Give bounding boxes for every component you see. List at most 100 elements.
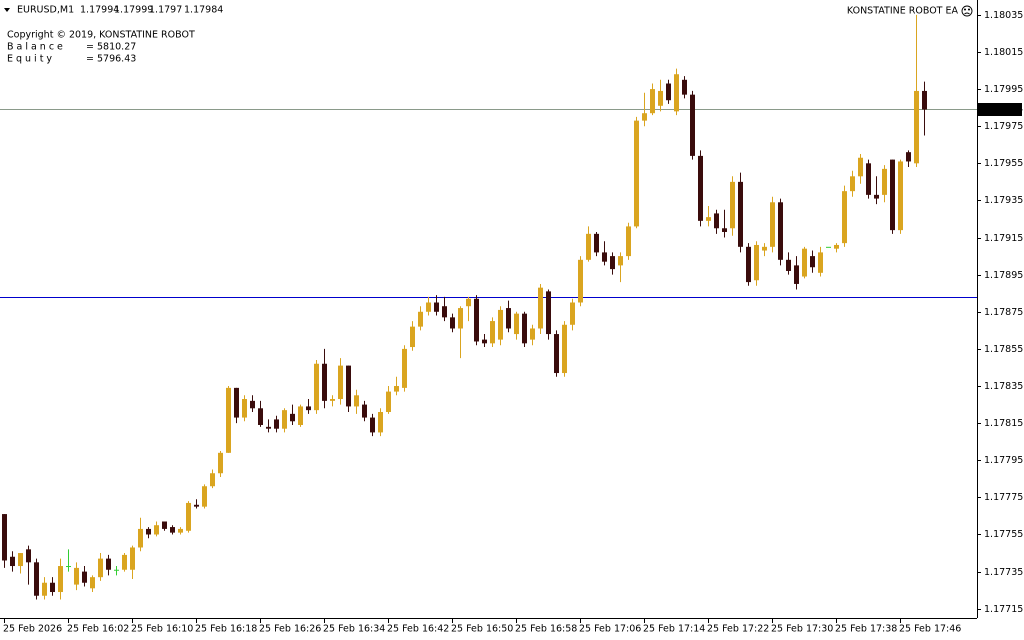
candle-body	[282, 410, 287, 429]
x-tick-label: 25 Feb 16:26	[259, 624, 321, 635]
copyright: Copyright © 2019, KONSTATINE ROBOT	[7, 30, 195, 41]
y-tick-label: 1.17955	[984, 158, 1023, 169]
candle-body	[538, 287, 543, 329]
ea-name: KONSTATINE ROBOT EA	[847, 6, 959, 17]
candle-body	[650, 89, 655, 114]
candle-body	[754, 244, 759, 281]
candle-body	[66, 566, 71, 568]
candle-body	[162, 521, 167, 529]
candle-body	[826, 246, 831, 248]
candle-body	[770, 202, 775, 247]
candle-body	[258, 408, 263, 425]
x-tick-label: 25 Feb 17:46	[899, 624, 961, 635]
candle-body	[778, 202, 783, 260]
candle-body	[394, 386, 399, 392]
candle-body	[642, 113, 647, 121]
candle-body	[498, 309, 503, 340]
candle-body	[114, 569, 119, 571]
x-tick-label: 25 Feb 16:02	[67, 624, 129, 635]
candle-body	[306, 406, 311, 411]
y-tick-label: 1.18035	[984, 10, 1023, 21]
candle-body	[698, 155, 703, 221]
candle-body	[898, 161, 903, 231]
candle-body	[402, 348, 407, 388]
candle-body	[98, 558, 103, 578]
y-tick-label: 1.17975	[984, 121, 1023, 132]
candle-body	[194, 504, 199, 507]
candle-body	[130, 547, 135, 570]
candle-body	[866, 163, 871, 195]
candle-body	[218, 452, 223, 474]
candle-body	[466, 298, 471, 307]
ea-face[interactable]	[961, 5, 973, 17]
candle-body	[274, 419, 279, 429]
candle-body	[474, 298, 479, 342]
candle-body	[682, 79, 687, 95]
candle-body	[186, 502, 191, 531]
candle-body	[26, 549, 31, 563]
candle-body	[378, 412, 383, 433]
candle-body	[290, 413, 295, 422]
candle-body	[226, 387, 231, 453]
menu-arrow[interactable]	[4, 8, 10, 12]
candle-body	[738, 181, 743, 247]
x-tick-label: 25 Feb 17:22	[707, 624, 769, 635]
x-tick-label: 25 Feb 17:30	[771, 624, 833, 635]
x-tick-label: 25 Feb 17:38	[835, 624, 897, 635]
candle-body	[234, 387, 239, 418]
candle-body	[850, 176, 855, 192]
candle-body	[802, 248, 807, 277]
candle-body	[554, 334, 559, 374]
candle-body	[242, 399, 247, 418]
price-tag: 1.17984	[984, 104, 1023, 115]
x-tick-label: 25 Feb 16:50	[451, 624, 513, 635]
candle-body	[338, 365, 343, 400]
candle-body	[106, 558, 111, 570]
x-tick-label: 25 Feb 16:42	[387, 624, 449, 635]
balance-sep: =	[86, 42, 94, 53]
candle-body	[762, 246, 767, 251]
candle-body	[58, 566, 63, 593]
y-tick-label: 1.17735	[984, 567, 1023, 578]
candle-body	[578, 259, 583, 303]
equity-sep: =	[86, 54, 94, 65]
candle-body	[370, 417, 375, 433]
candle-body	[530, 328, 535, 340]
candle-body	[386, 391, 391, 412]
candle-body	[434, 302, 439, 312]
candle-body	[658, 90, 663, 106]
x-tick-label: 25 Feb 16:10	[131, 624, 193, 635]
candle-body	[42, 582, 47, 596]
candle-body	[266, 426, 271, 429]
candle-body	[586, 233, 591, 260]
candle-body	[74, 567, 79, 585]
y-tick-label: 1.17715	[984, 604, 1023, 615]
symbol: EURUSD,M1	[17, 5, 74, 16]
x-tick-label: 25 Feb 16:18	[195, 624, 257, 635]
candle-body	[882, 168, 887, 195]
candle-body	[322, 363, 327, 401]
candle-body	[122, 554, 127, 570]
candle-body	[506, 308, 511, 329]
candle-body	[922, 90, 927, 110]
candle-body	[570, 302, 575, 325]
ohlc-low: 1.1797	[149, 5, 182, 16]
x-tick-label: 25 Feb 17:14	[643, 624, 705, 635]
candle-body	[666, 83, 671, 101]
candle-body	[906, 152, 911, 162]
y-tick-label: 1.17795	[984, 455, 1023, 466]
candle-body	[250, 400, 255, 409]
candle-body	[794, 265, 799, 284]
y-tick-label: 1.17995	[984, 84, 1023, 95]
candle-body	[202, 486, 207, 507]
equity-label: Equity	[7, 54, 55, 65]
candle-body	[346, 365, 351, 407]
ohlc-open: 1.17994	[80, 5, 119, 16]
y-tick-label: 1.17815	[984, 418, 1023, 429]
ohlc-close: 1.17984	[184, 5, 223, 16]
y-tick-label: 1.17755	[984, 529, 1023, 540]
candle-body	[210, 473, 215, 487]
balance-label: Balance	[7, 42, 66, 53]
candle-body	[298, 406, 303, 425]
candle-body	[858, 157, 863, 177]
